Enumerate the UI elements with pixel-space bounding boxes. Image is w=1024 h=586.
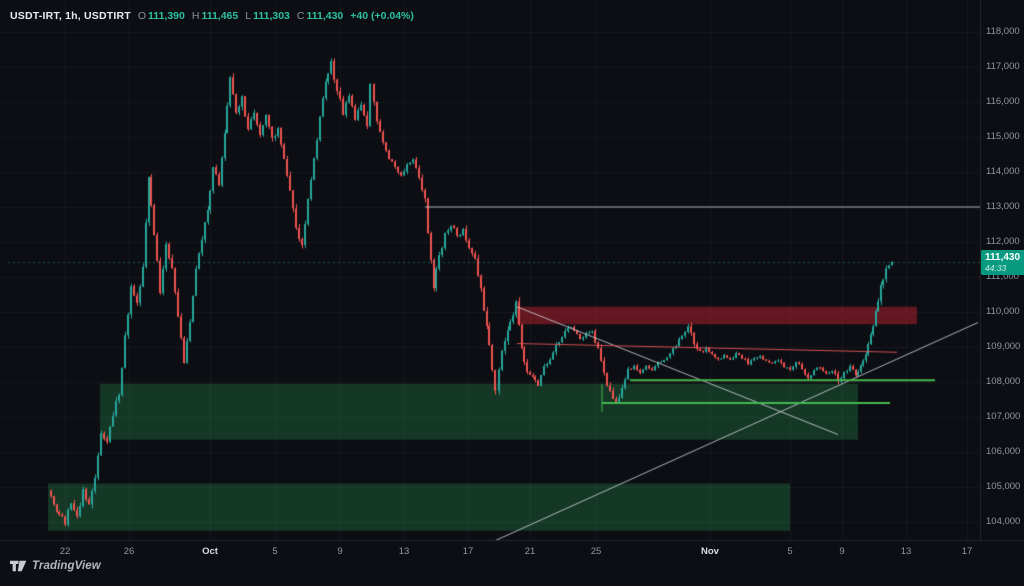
price-tick-label: 116,000 (986, 96, 1020, 107)
time-tick-label: 5 (272, 546, 278, 557)
low-label: L (245, 10, 252, 22)
price-tick-label: 111,000 (986, 271, 1019, 282)
low-value: 111,303 (253, 10, 290, 22)
price-tick-label: 113,000 (986, 201, 1020, 212)
price-tick-label: 114,000 (986, 166, 1020, 177)
price-tick-label: 107,000 (986, 411, 1021, 422)
price-tick-label: 109,000 (986, 341, 1021, 352)
high-label: H (191, 10, 200, 22)
time-tick-label: 21 (524, 546, 536, 557)
open-label: O (137, 10, 147, 22)
tradingview-brand-text: TradingView (32, 560, 101, 572)
time-tick-label: Oct (202, 546, 218, 557)
time-tick-label: 13 (900, 546, 912, 557)
time-tick-label: 25 (590, 546, 602, 557)
close-value: 111,430 (306, 10, 344, 22)
ohlc-close: C 111,430 (297, 10, 343, 22)
price-tick-label: 106,000 (986, 446, 1021, 457)
price-tick-label: 112,000 (986, 236, 1020, 247)
price-axis[interactable]: 118,000 117,000 116,000 115,000 114,000 113,0… (981, 0, 1024, 540)
symbol-legend: USDT-IRT, 1h, USDTIRT O 111,390 H 111,465 … (10, 10, 414, 22)
time-tick-label: 13 (398, 546, 410, 557)
symbol-title[interactable]: USDT-IRT, 1h, USDTIRT (10, 10, 131, 22)
price-tick-label: 105,000 (986, 481, 1021, 492)
last-price-value: 111,430 (985, 251, 1021, 263)
price-tick-label: 104,000 (986, 516, 1021, 527)
time-tick-label: Nov (701, 546, 719, 557)
price-tick-label: 115,000 (986, 131, 1020, 142)
price-tick-label: 118,000 (986, 26, 1020, 37)
time-tick-label: 22 (59, 546, 71, 557)
open-value: 111,390 (148, 10, 185, 22)
high-value: 111,465 (201, 10, 239, 22)
ohlc-low: L 111,303 (245, 10, 290, 22)
time-tick-label: 5 (787, 546, 793, 557)
price-tick-label: 110,000 (986, 306, 1020, 317)
time-tick-label: 9 (839, 546, 845, 557)
time-tick-label: 17 (462, 546, 474, 557)
time-tick-label: 17 (961, 546, 973, 557)
time-axis[interactable]: 22 26 Oct 5 9 13 17 21 25 Nov 5 9 13 17 (0, 541, 980, 563)
ohlc-high: H 111,465 (192, 10, 238, 22)
time-tick-label: 9 (337, 546, 343, 557)
last-price-label: 111,430 44:33 (981, 249, 1024, 275)
price-change: +40 (+0.04%) (350, 10, 414, 22)
tradingview-logo-icon (10, 560, 27, 572)
tradingview-logo[interactable]: TradingView (10, 560, 101, 572)
price-tick-label: 108,000 (986, 376, 1021, 387)
price-tick-label: 117,000 (986, 61, 1020, 72)
ohlc-open: O 111,390 (138, 10, 185, 22)
time-tick-label: 26 (123, 546, 135, 557)
close-label: C (296, 10, 305, 22)
bar-countdown: 44:33 (985, 262, 1007, 273)
